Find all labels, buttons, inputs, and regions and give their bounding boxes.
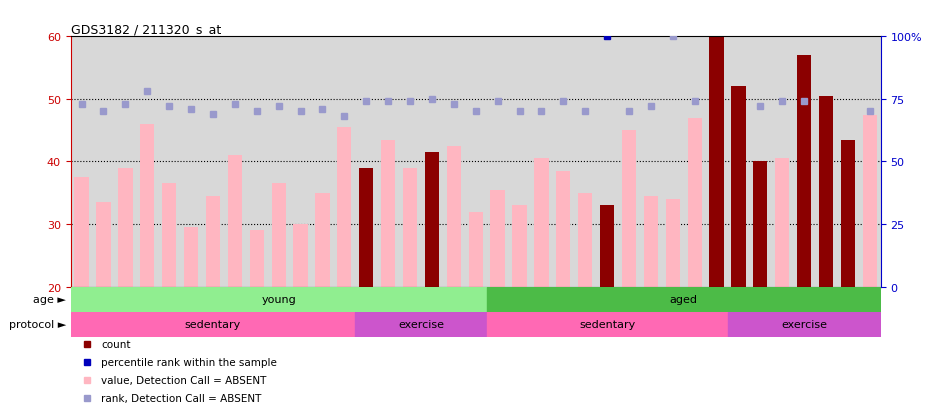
Bar	[71, 287, 487, 312]
Text: age ►: age ►	[33, 294, 66, 304]
Bar	[775, 159, 789, 412]
Bar	[447, 147, 461, 412]
Text: exercise: exercise	[781, 320, 827, 330]
Text: sedentary: sedentary	[185, 320, 241, 330]
Text: young: young	[261, 294, 296, 304]
Bar	[600, 206, 614, 412]
Bar	[819, 97, 833, 412]
Text: sedentary: sedentary	[579, 320, 635, 330]
Bar	[534, 159, 548, 412]
Text: exercise: exercise	[398, 320, 444, 330]
Bar	[512, 206, 527, 412]
Bar	[119, 169, 133, 412]
Bar	[206, 197, 220, 412]
Bar	[294, 225, 308, 412]
Bar	[622, 131, 636, 412]
Bar	[403, 169, 417, 412]
Bar	[359, 169, 373, 412]
Bar	[487, 287, 881, 312]
Bar	[731, 87, 745, 412]
Text: rank, Detection Call = ABSENT: rank, Detection Call = ABSENT	[102, 393, 262, 403]
Text: count: count	[102, 339, 131, 350]
Text: percentile rank within the sample: percentile rank within the sample	[102, 358, 277, 368]
Bar	[381, 140, 396, 412]
Bar	[841, 140, 855, 412]
Bar	[162, 184, 176, 412]
Bar	[491, 190, 505, 412]
Text: GDS3182 / 211320_s_at: GDS3182 / 211320_s_at	[71, 23, 221, 36]
Bar	[184, 228, 198, 412]
Text: aged: aged	[670, 294, 698, 304]
Bar	[487, 312, 727, 337]
Bar	[71, 312, 355, 337]
Bar	[797, 56, 811, 412]
Bar	[355, 312, 487, 337]
Bar	[425, 153, 439, 412]
Bar	[316, 193, 330, 412]
Bar	[643, 197, 658, 412]
Bar	[271, 184, 285, 412]
Bar	[250, 231, 264, 412]
Bar	[863, 115, 877, 412]
Bar	[709, 0, 723, 412]
Bar	[666, 199, 680, 412]
Text: protocol ►: protocol ►	[8, 320, 66, 330]
Bar	[96, 203, 110, 412]
Bar	[74, 178, 89, 412]
Bar	[468, 212, 483, 412]
Bar	[578, 193, 593, 412]
Bar	[754, 162, 768, 412]
Bar	[556, 171, 571, 412]
Text: value, Detection Call = ABSENT: value, Detection Call = ABSENT	[102, 375, 267, 385]
Bar	[727, 312, 881, 337]
Bar	[688, 119, 702, 412]
Bar	[337, 128, 351, 412]
Bar	[140, 125, 154, 412]
Bar	[228, 156, 242, 412]
